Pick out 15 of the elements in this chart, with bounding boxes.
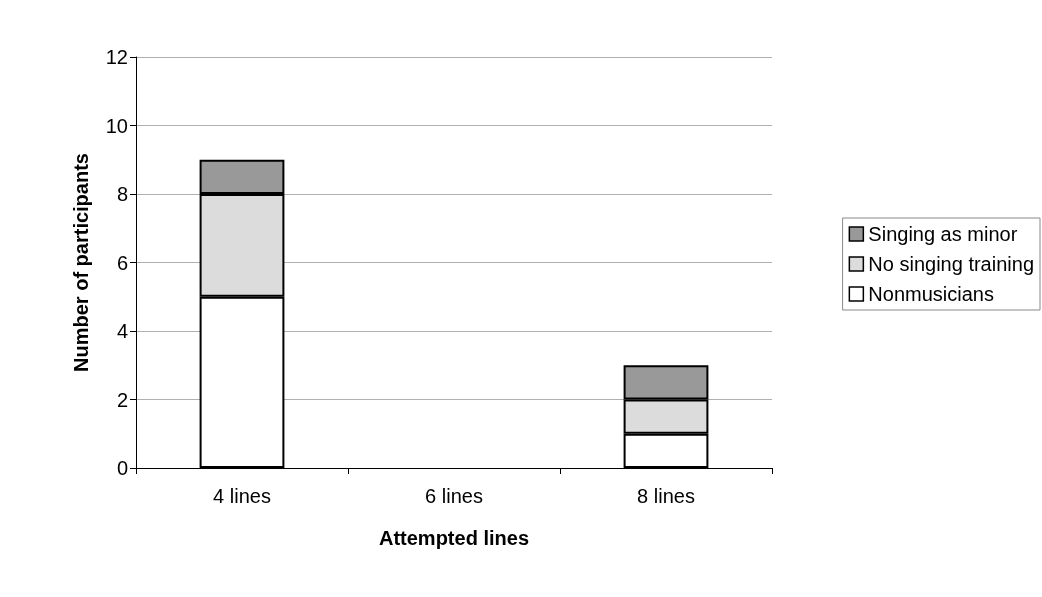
y-tick-label: 4 xyxy=(116,320,128,342)
legend-label: Singing as minor xyxy=(868,223,1018,245)
y-axis-title: Number of participants xyxy=(70,153,92,372)
y-tick-label: 6 xyxy=(116,251,128,274)
y-tick-label: 12 xyxy=(105,46,128,68)
x-tick-label: 4 lines xyxy=(213,485,271,507)
y-tick-label: 8 xyxy=(116,183,128,205)
y-tick-label: 0 xyxy=(116,457,128,479)
legend-label: Nonmusicians xyxy=(868,283,994,305)
x-axis-title: Attempted lines xyxy=(378,527,530,549)
legend-label: No singing training xyxy=(868,253,1034,275)
x-tick-label: 6 lines xyxy=(425,485,483,507)
y-tick-label: 10 xyxy=(105,114,128,137)
x-tick-label: 8 lines xyxy=(637,485,695,507)
y-tick-label: 2 xyxy=(116,388,128,411)
